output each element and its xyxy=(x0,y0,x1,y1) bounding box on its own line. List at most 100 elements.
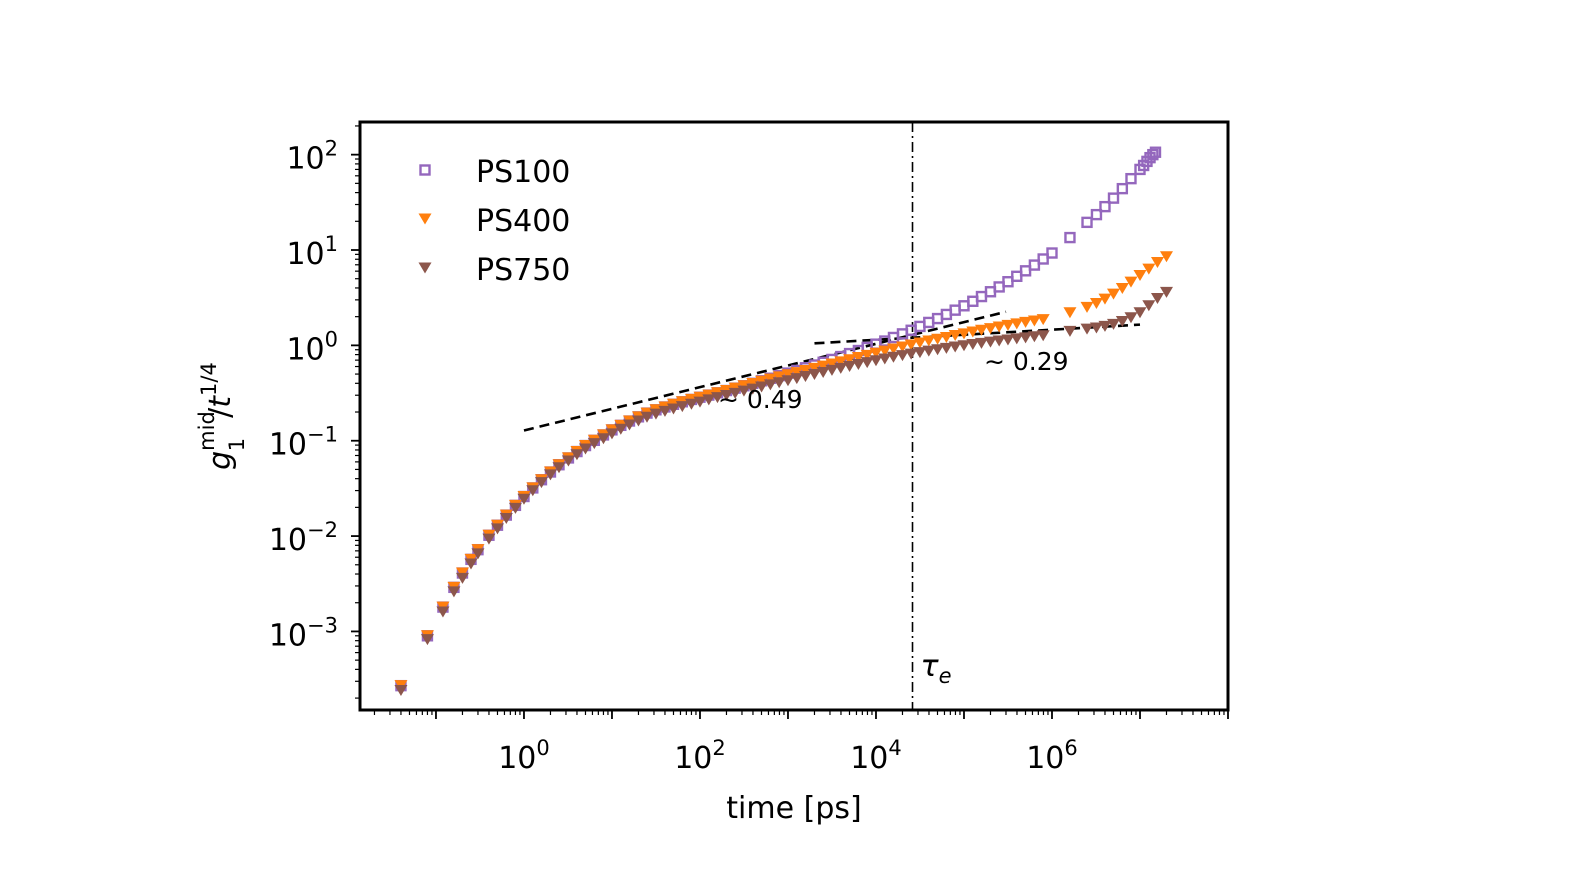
marker-ps750 xyxy=(931,344,945,356)
legend-label-ps750: PS750 xyxy=(476,253,570,288)
marker-ps400 xyxy=(1027,315,1041,327)
marker-ps400 xyxy=(1124,276,1138,288)
marker-ps750 xyxy=(746,383,760,395)
marker-ps750 xyxy=(957,340,971,352)
marker-ps750 xyxy=(1019,332,1033,344)
fit-annotation-1: ∼ 0.49 xyxy=(718,385,803,414)
marker-ps750 xyxy=(728,387,742,399)
legend-marker-ps750 xyxy=(418,262,432,274)
marker-ps750 xyxy=(1027,331,1041,343)
marker-ps750 xyxy=(394,685,408,697)
marker-ps400 xyxy=(763,373,777,385)
marker-ps750 xyxy=(755,381,769,393)
marker-ps400 xyxy=(1019,316,1033,328)
y-axis-title: gmid 1/t1/4 xyxy=(195,362,249,470)
marker-ps750 xyxy=(490,523,504,535)
marker-ps400 xyxy=(886,343,900,355)
legend-marker-ps100 xyxy=(419,164,431,176)
fit-line-1 xyxy=(523,310,1007,432)
marker-ps750 xyxy=(974,337,988,349)
marker-ps750 xyxy=(807,368,821,380)
marker-ps400 xyxy=(1010,318,1024,330)
marker-ps100 xyxy=(1116,182,1129,195)
marker-ps750 xyxy=(436,606,450,618)
marker-ps100 xyxy=(1125,172,1137,185)
x-tick-label: 100 xyxy=(498,736,550,776)
marker-ps400 xyxy=(816,360,830,372)
marker-ps750 xyxy=(631,415,645,427)
marker-ps750 xyxy=(966,339,980,351)
marker-ps750 xyxy=(614,423,628,435)
marker-ps400 xyxy=(1107,288,1121,300)
marker-ps400 xyxy=(746,378,760,390)
marker-ps400 xyxy=(798,365,812,377)
marker-ps750 xyxy=(570,449,584,461)
marker-ps750 xyxy=(1036,330,1050,342)
marker-ps750 xyxy=(860,357,874,369)
marker-ps400 xyxy=(843,354,857,366)
marker-ps750 xyxy=(922,345,936,357)
marker-ps400 xyxy=(992,321,1006,333)
marker-ps750 xyxy=(702,394,716,406)
marker-ps400 xyxy=(878,345,892,357)
marker-ps100 xyxy=(1019,265,1032,277)
marker-ps750 xyxy=(904,348,918,360)
marker-ps750 xyxy=(1080,323,1094,335)
marker-ps100 xyxy=(1064,231,1076,244)
marker-ps750 xyxy=(983,336,997,348)
marker-ps400 xyxy=(974,324,988,336)
marker-ps400 xyxy=(851,352,865,364)
marker-ps400 xyxy=(895,341,909,353)
tau-e-label: τe xyxy=(921,649,952,688)
marker-ps750 xyxy=(1107,318,1121,330)
marker-ps400 xyxy=(939,331,953,343)
fit-lines-layer xyxy=(523,310,1141,432)
marker-ps400 xyxy=(825,358,839,370)
marker-ps400 xyxy=(860,349,874,361)
marker-ps750 xyxy=(587,438,601,450)
marker-ps750 xyxy=(869,355,883,367)
marker-ps750 xyxy=(843,360,857,372)
marker-ps750 xyxy=(552,462,566,474)
marker-ps750 xyxy=(684,398,698,410)
marker-ps750 xyxy=(526,485,540,497)
marker-ps750 xyxy=(710,392,724,404)
marker-ps100 xyxy=(1147,148,1159,161)
marker-ps400 xyxy=(913,337,927,349)
marker-ps750 xyxy=(482,533,496,545)
marker-ps750 xyxy=(895,350,909,362)
marker-ps400 xyxy=(957,328,971,340)
marker-ps750 xyxy=(781,375,795,387)
fit-line-2 xyxy=(814,323,1141,345)
marker-ps750 xyxy=(798,371,812,383)
marker-ps750 xyxy=(420,634,434,646)
marker-ps750 xyxy=(772,377,786,389)
marker-ps750 xyxy=(464,558,478,570)
marker-ps750 xyxy=(622,419,636,431)
marker-ps750 xyxy=(948,341,962,353)
marker-ps750 xyxy=(640,411,654,423)
legend-label-ps400: PS400 xyxy=(476,204,570,239)
marker-ps750 xyxy=(658,405,672,417)
marker-ps400 xyxy=(1080,301,1094,313)
legend-label-ps100: PS100 xyxy=(476,155,570,190)
marker-ps100 xyxy=(1081,216,1093,229)
marker-ps400 xyxy=(781,369,795,381)
marker-ps100 xyxy=(1149,146,1162,158)
marker-ps400 xyxy=(1036,314,1050,326)
marker-ps750 xyxy=(534,477,548,489)
marker-ps750 xyxy=(790,373,804,385)
x-tick-label: 106 xyxy=(1026,736,1078,776)
markers-layer xyxy=(394,146,1173,697)
marker-ps100 xyxy=(1099,200,1111,213)
marker-ps400 xyxy=(1150,256,1164,268)
marker-ps750 xyxy=(1010,333,1024,345)
marker-ps400 xyxy=(948,329,962,341)
marker-ps400 xyxy=(869,347,883,359)
marker-ps400 xyxy=(931,333,945,345)
marker-ps750 xyxy=(649,408,663,420)
marker-ps750 xyxy=(1150,293,1164,305)
marker-ps750 xyxy=(543,469,557,481)
marker-ps400 xyxy=(1098,293,1112,305)
marker-ps400 xyxy=(1142,263,1156,275)
